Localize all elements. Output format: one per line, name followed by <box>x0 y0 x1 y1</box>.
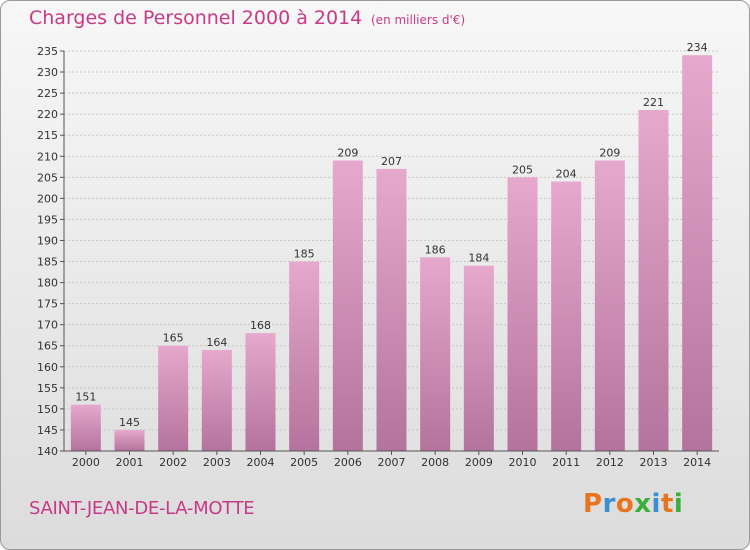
chart-subtitle: (en milliers d'€) <box>371 13 466 27</box>
bar <box>201 349 232 451</box>
x-tick-label: 2010 <box>509 456 537 469</box>
y-tick-label: 180 <box>37 277 58 290</box>
logo-letter: r <box>602 489 616 519</box>
y-tick-label: 155 <box>37 382 58 395</box>
bar <box>638 109 669 452</box>
bar <box>158 345 189 451</box>
x-tick-label: 2006 <box>334 456 362 469</box>
y-tick-label: 220 <box>37 108 58 121</box>
bar <box>376 168 407 452</box>
bar-value-label: 209 <box>337 146 358 159</box>
y-tick-label: 195 <box>37 213 58 226</box>
logo-letter: i <box>651 489 661 519</box>
bar <box>114 429 145 451</box>
x-tick-label: 2000 <box>72 456 100 469</box>
x-tick-label: 2001 <box>116 456 144 469</box>
bar-value-label: 151 <box>75 391 96 404</box>
proxiti-logo: Proxiti <box>583 489 683 519</box>
logo-letter: t <box>660 489 674 519</box>
y-tick-label: 160 <box>37 361 58 374</box>
y-tick-label: 185 <box>37 256 58 269</box>
bar-value-label: 185 <box>294 248 315 261</box>
y-tick-label: 225 <box>37 87 58 100</box>
x-tick-label: 2003 <box>203 456 231 469</box>
bar <box>507 177 538 451</box>
bar-value-label: 207 <box>381 155 402 168</box>
y-tick-label: 150 <box>37 403 58 416</box>
bar-value-label: 186 <box>425 243 446 256</box>
x-tick-label: 2007 <box>378 456 406 469</box>
y-tick-label: 170 <box>37 319 58 332</box>
bar <box>463 265 494 451</box>
bar-value-label: 164 <box>206 336 227 349</box>
y-tick-label: 235 <box>37 45 58 58</box>
x-tick-label: 2011 <box>552 456 580 469</box>
y-axis: 140 145 150 155 160 165 170 175 180 185 190 195 200 2… <box>37 45 65 458</box>
bar <box>245 333 276 451</box>
bar <box>70 404 101 451</box>
y-tick-label: 230 <box>37 66 58 79</box>
y-tick-label: 145 <box>37 424 58 437</box>
y-tick-label: 200 <box>37 192 58 205</box>
bar-value-label: 234 <box>687 41 708 54</box>
bar <box>594 160 625 451</box>
logo-letter: o <box>615 489 635 519</box>
bar-value-label: 165 <box>163 332 184 345</box>
chart-title: Charges de Personnel 2000 à 2014 <box>29 7 363 29</box>
y-tick-label: 165 <box>37 340 58 353</box>
x-tick-label: 2012 <box>596 456 624 469</box>
y-tick-label: 190 <box>37 234 58 247</box>
logo-letter: x <box>634 489 652 519</box>
x-tick-label: 2013 <box>640 456 668 469</box>
x-tick-label: 2002 <box>159 456 187 469</box>
commune-name: SAINT-JEAN-DE-LA-MOTTE <box>29 498 255 519</box>
x-tick-label: 2014 <box>683 456 711 469</box>
bar <box>551 181 582 452</box>
x-tick-label: 2004 <box>247 456 275 469</box>
x-axis: 2000 2001 2002 2003 2004 2005 2006 2007 2008 2009… <box>64 450 719 469</box>
x-tick-label: 2009 <box>465 456 493 469</box>
bar-value-label: 221 <box>643 96 664 109</box>
bar-value-label: 209 <box>599 146 620 159</box>
bar-value-label: 184 <box>468 252 489 265</box>
y-tick-label: 210 <box>37 150 58 163</box>
x-tick-label: 2005 <box>290 456 318 469</box>
bar-value-label: 168 <box>250 319 271 332</box>
bar-value-label: 205 <box>512 163 533 176</box>
bar-value-label: 145 <box>119 416 140 429</box>
y-tick-label: 175 <box>37 298 58 311</box>
bars: 151 145 165 164 168 185 209 207 186 184 205 204 209 2… <box>70 41 713 452</box>
logo-letter: P <box>583 489 603 519</box>
y-tick-label: 140 <box>37 445 58 458</box>
bar <box>420 257 451 451</box>
bar <box>289 261 320 451</box>
bar-value-label: 204 <box>556 168 577 181</box>
y-tick-label: 205 <box>37 171 58 184</box>
x-tick-label: 2008 <box>421 456 449 469</box>
y-tick-label: 215 <box>37 129 58 142</box>
bar <box>682 55 713 452</box>
logo-letter: i <box>673 489 684 519</box>
bar <box>332 160 363 451</box>
